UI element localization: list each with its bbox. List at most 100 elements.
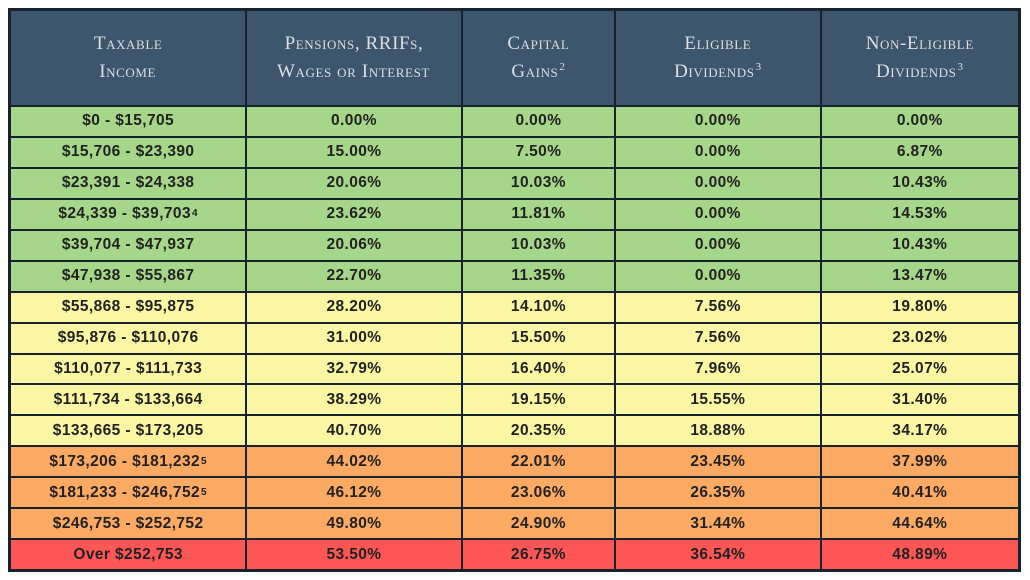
column-header-eligible-dividends: Eligible Dividends3 (616, 11, 822, 105)
capital-gains-rate-cell: 15.50% (463, 323, 617, 353)
eligible-dividends-rate-cell: 0.00% (616, 261, 822, 291)
eligible-dividends-rate-cell: 26.35% (616, 478, 822, 508)
table-header-row: Taxable Income Pensions, RRIFs, Wages or… (11, 11, 1018, 105)
non-eligible-dividends-rate-cell: 37.99% (892, 452, 948, 470)
pensions-rrifs-wages-interest-rate-cell: 0.00% (247, 107, 463, 136)
eligible-dividends-rate-cell: 0.00% (616, 230, 822, 260)
income-range-cell: $246,753 - $252,752 (11, 509, 248, 539)
non-eligible-dividends-rate-cell: 44.64% (892, 514, 948, 532)
income-range-cell: $24,339 - $39,703 4 (11, 199, 248, 229)
income-range-cell: $23,391 - $24,338 (11, 168, 248, 198)
table-row: $0 - $15,705 0.00% 0.00% 0.00% 0.00% (11, 105, 1018, 136)
capital-gains-rate-cell: 22.01% (463, 447, 617, 477)
income-range-cell: $133,665 - $173,205 (11, 416, 248, 446)
eligible-dividends-rate-cell: 0.00% (616, 137, 822, 167)
income-range-cell: $47,938 - $55,867 (11, 261, 248, 291)
non-eligible-dividends-rate-cell: 48.89% (892, 545, 948, 563)
column-header-capital-gains: Capital Gains2 (463, 11, 617, 105)
capital-gains-rate-cell: 23.06% (463, 478, 617, 508)
pensions-rrifs-wages-interest-rate-cell: 46.12% (247, 478, 463, 508)
pensions-rrifs-wages-interest-rate-cell: 40.70% (247, 416, 463, 446)
income-range-cell: $15,706 - $23,390 (11, 137, 248, 167)
header-line: Eligible (684, 33, 752, 55)
column-header-pensions-rrifs-wages-interest: Pensions, RRIFs, Wages or Interest (247, 11, 463, 105)
capital-gains-rate-cell: 20.35% (463, 416, 617, 446)
pensions-rrifs-wages-interest-rate-cell: 20.06% (247, 168, 463, 198)
capital-gains-rate-cell: 7.50% (463, 137, 617, 167)
capital-gains-rate-cell: 24.90% (463, 509, 617, 539)
column-header-taxable-income: Taxable Income (11, 11, 248, 105)
table-row: $181,233 - $246,752 5 46.12% 23.06% 26.35… (11, 476, 1018, 508)
non-eligible-dividends-rate-cell: 6.87% (896, 143, 943, 161)
capital-gains-rate-cell: 14.10% (463, 292, 617, 322)
header-line: Dividends3 (674, 60, 762, 82)
non-eligible-dividends-rate-cell: 31.40% (892, 390, 948, 408)
header-line: Wages or Interest (276, 61, 430, 82)
non-eligible-dividends-rate-cell: 14.53% (892, 205, 948, 223)
table-row: $23,391 - $24,338 20.06% 10.03% 0.00% 10… (11, 166, 1018, 198)
table-row: $173,206 - $181,232 5 44.02% 22.01% 23.45… (11, 445, 1018, 477)
income-range-cell: $39,704 - $47,937 (11, 230, 248, 260)
income-range-cell: $95,876 - $110,076 (11, 323, 248, 353)
non-eligible-dividends-rate-cell: 0.00% (896, 112, 943, 130)
table-row: $24,339 - $39,703 4 23.62% 11.81% 0.00% 1… (11, 197, 1018, 229)
eligible-dividends-rate-cell: 15.55% (616, 385, 822, 415)
eligible-dividends-rate-cell: 31.44% (616, 509, 822, 539)
income-range-cell: $111,734 - $133,664 (11, 385, 248, 415)
non-eligible-dividends-rate-cell: 10.43% (892, 174, 948, 192)
header-line: Taxable (93, 33, 163, 55)
table-row: $95,876 - $110,076 31.00% 15.50% 7.56% 2… (11, 321, 1018, 353)
eligible-dividends-rate-cell: 0.00% (616, 168, 822, 198)
non-eligible-dividends-rate-cell: 34.17% (892, 421, 948, 439)
eligible-dividends-rate-cell: 7.96% (616, 354, 822, 384)
eligible-dividends-rate-cell: 18.88% (616, 416, 822, 446)
eligible-dividends-rate-cell: 7.56% (616, 323, 822, 353)
non-eligible-dividends-rate-cell: 13.47% (892, 267, 948, 285)
table-body: $0 - $15,705 0.00% 0.00% 0.00% 0.00% $15… (11, 105, 1018, 570)
capital-gains-rate-cell: 11.81% (463, 199, 617, 229)
pensions-rrifs-wages-interest-rate-cell: 22.70% (247, 261, 463, 291)
header-line: Capital (507, 33, 570, 55)
column-header-non-eligible-dividends: Non-Eligible Dividends3 (822, 11, 1018, 105)
income-range-cell: $55,868 - $95,875 (11, 292, 248, 322)
pensions-rrifs-wages-interest-rate-cell: 15.00% (247, 137, 463, 167)
income-range-cell: Over $252,753 (11, 540, 248, 570)
header-line: Income (99, 61, 157, 82)
header-line: Gains2 (511, 60, 566, 82)
table-row: $39,704 - $47,937 20.06% 10.03% 0.00% 10… (11, 228, 1018, 260)
income-range-cell: $181,233 - $246,752 5 (11, 478, 248, 508)
capital-gains-rate-cell: 0.00% (463, 107, 617, 136)
tax-rate-table: Taxable Income Pensions, RRIFs, Wages or… (8, 8, 1021, 572)
footnote-superscript: 2 (559, 60, 566, 73)
pensions-rrifs-wages-interest-rate-cell: 28.20% (247, 292, 463, 322)
non-eligible-dividends-rate-cell: 40.41% (892, 483, 948, 501)
eligible-dividends-rate-cell: 0.00% (616, 107, 822, 136)
pensions-rrifs-wages-interest-rate-cell: 31.00% (247, 323, 463, 353)
pensions-rrifs-wages-interest-rate-cell: 38.29% (247, 385, 463, 415)
table-row: $133,665 - $173,205 40.70% 20.35% 18.88%… (11, 414, 1018, 446)
table-row: $110,077 - $111,733 32.79% 16.40% 7.96% … (11, 352, 1018, 384)
pensions-rrifs-wages-interest-rate-cell: 44.02% (247, 447, 463, 477)
capital-gains-rate-cell: 11.35% (463, 261, 617, 291)
non-eligible-dividends-rate-cell: 10.43% (892, 236, 948, 254)
table-row: $55,868 - $95,875 28.20% 14.10% 7.56% 19… (11, 290, 1018, 322)
capital-gains-rate-cell: 26.75% (463, 540, 617, 570)
capital-gains-rate-cell: 10.03% (463, 168, 617, 198)
table-row: $47,938 - $55,867 22.70% 11.35% 0.00% 13… (11, 259, 1018, 291)
capital-gains-rate-cell: 10.03% (463, 230, 617, 260)
capital-gains-rate-cell: 16.40% (463, 354, 617, 384)
pensions-rrifs-wages-interest-rate-cell: 32.79% (247, 354, 463, 384)
pensions-rrifs-wages-interest-rate-cell: 23.62% (247, 199, 463, 229)
pensions-rrifs-wages-interest-rate-cell: 53.50% (247, 540, 463, 570)
header-line: Dividends3 (875, 60, 964, 82)
income-range-cell: $110,077 - $111,733 (11, 354, 248, 384)
pensions-rrifs-wages-interest-rate-cell: 20.06% (247, 230, 463, 260)
table-row: Over $252,753 53.50% 26.75% 36.54% 48.89… (11, 538, 1018, 570)
table-row: $246,753 - $252,752 49.80% 24.90% 31.44%… (11, 507, 1018, 539)
non-eligible-dividends-rate-cell: 25.07% (892, 359, 948, 377)
income-range-cell: $173,206 - $181,232 5 (11, 447, 248, 477)
capital-gains-rate-cell: 19.15% (463, 385, 617, 415)
footnote-superscript: 3 (957, 60, 964, 73)
eligible-dividends-rate-cell: 36.54% (616, 540, 822, 570)
